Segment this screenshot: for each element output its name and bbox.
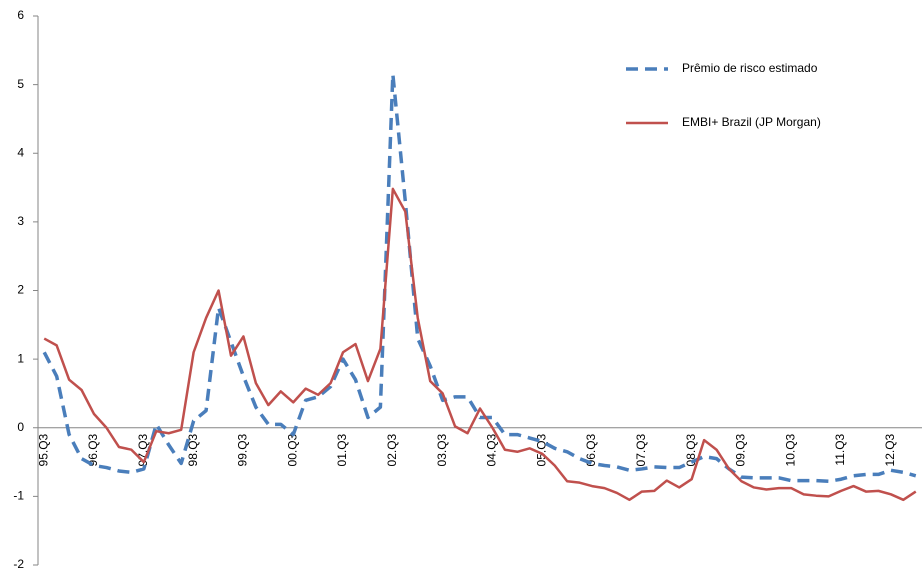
y-tick-label: 6: [17, 8, 24, 22]
x-tick-label: 02.Q3: [385, 433, 399, 466]
series-line: [42, 72, 917, 484]
y-tick-label: 5: [17, 77, 24, 91]
x-tick-label: 95.Q3: [36, 433, 50, 466]
legend-label: EMBI+ Brazil (JP Morgan): [682, 115, 821, 129]
x-tick-label: 98.Q3: [186, 433, 200, 466]
y-tick-label: 4: [17, 145, 24, 159]
x-tick-label: 09.Q3: [734, 433, 748, 466]
x-tick-label: 10.Q3: [783, 433, 797, 466]
y-tick-label: -1: [13, 489, 24, 503]
x-tick-label: 00.Q3: [285, 433, 299, 466]
x-tick-label: 12.Q3: [883, 433, 897, 466]
x-tick-label: 96.Q3: [86, 433, 100, 466]
y-tick-label: 0: [17, 420, 24, 434]
x-tick-label: 03.Q3: [435, 433, 449, 466]
x-tick-label: 04.Q3: [485, 433, 499, 466]
y-tick-label: 3: [17, 214, 24, 228]
legend-label: Prêmio de risco estimado: [682, 61, 818, 75]
x-tick-label: 08.Q3: [684, 433, 698, 466]
x-tick-label: 07.Q3: [634, 433, 648, 466]
series-line: [43, 187, 917, 502]
y-tick-label: -2: [13, 557, 24, 571]
x-tick-label: 11.Q3: [833, 433, 847, 465]
x-tick-label: 06.Q3: [584, 433, 598, 466]
x-tick-label: 99.Q3: [236, 433, 250, 466]
y-tick-label: 2: [17, 283, 24, 297]
y-tick-label: 1: [17, 351, 24, 365]
x-tick-label: 01.Q3: [335, 433, 349, 466]
